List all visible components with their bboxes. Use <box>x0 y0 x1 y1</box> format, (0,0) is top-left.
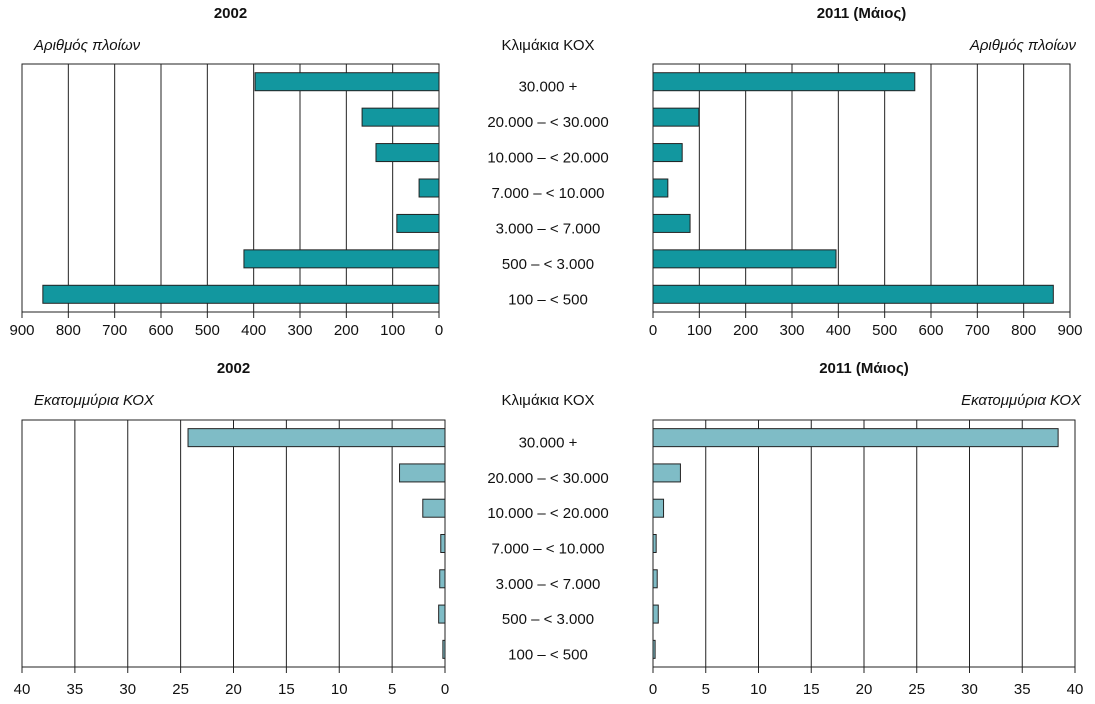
panel-title: 2011 (Μάιος) <box>819 360 909 377</box>
bar <box>652 534 657 553</box>
category-header: Κλιμάκια ΚΟΧ <box>501 392 594 409</box>
bar <box>652 107 700 127</box>
x-tick-label: 25 <box>908 681 925 698</box>
bar <box>375 143 440 163</box>
bar <box>652 284 1054 304</box>
category-label: 20.000 – < 30.000 <box>487 114 608 131</box>
x-tick-label: 30 <box>961 681 978 698</box>
bar <box>652 178 669 198</box>
x-tick-label: 5 <box>702 681 710 698</box>
x-tick-label: 40 <box>14 681 31 698</box>
x-tick-label: 35 <box>67 681 84 698</box>
bar <box>652 569 658 589</box>
bar <box>422 498 446 518</box>
axis-label: Εκατομμύρια ΚΟΧ <box>34 392 155 409</box>
x-tick-label: 500 <box>872 322 897 339</box>
bar <box>652 498 665 518</box>
x-tick-label: 30 <box>119 681 136 698</box>
bar <box>652 604 659 624</box>
x-tick-label: 900 <box>9 322 34 339</box>
x-tick-label: 900 <box>1057 322 1082 339</box>
x-tick-label: 100 <box>687 322 712 339</box>
panel-title: 2011 (Μάιος) <box>817 5 907 22</box>
bar <box>438 604 446 624</box>
x-tick-label: 10 <box>331 681 348 698</box>
category-label: 7.000 – < 10.000 <box>491 540 604 557</box>
x-tick-label: 40 <box>1067 681 1084 698</box>
x-tick-label: 0 <box>649 322 657 339</box>
x-tick-label: 300 <box>779 322 804 339</box>
x-tick-label: 35 <box>1014 681 1031 698</box>
bar <box>254 72 440 92</box>
x-tick-label: 10 <box>750 681 767 698</box>
category-label: 30.000 + <box>519 79 578 96</box>
x-tick-label: 200 <box>334 322 359 339</box>
bar <box>399 463 446 483</box>
x-tick-label: 300 <box>287 322 312 339</box>
x-tick-label: 400 <box>241 322 266 339</box>
x-tick-label: 15 <box>803 681 820 698</box>
category-label: 3.000 – < 7.000 <box>496 576 601 593</box>
plot-frame <box>21 63 440 313</box>
bar <box>42 284 440 304</box>
x-tick-label: 600 <box>918 322 943 339</box>
x-tick-label: 400 <box>826 322 851 339</box>
category-label: 20.000 – < 30.000 <box>487 470 608 487</box>
category-label: 10.000 – < 20.000 <box>487 150 608 167</box>
category-label: 3.000 – < 7.000 <box>496 220 601 237</box>
axis-label: Αριθμός πλοίων <box>33 37 141 54</box>
x-tick-label: 700 <box>965 322 990 339</box>
x-tick-label: 25 <box>172 681 189 698</box>
axis-label: Αριθμός πλοίων <box>969 37 1077 54</box>
x-tick-label: 5 <box>388 681 396 698</box>
bar <box>652 72 916 92</box>
x-tick-label: 500 <box>195 322 220 339</box>
category-label: 30.000 + <box>519 435 578 452</box>
bar <box>187 428 446 448</box>
bar <box>442 639 446 659</box>
bar <box>652 639 656 659</box>
x-tick-label: 700 <box>102 322 127 339</box>
x-tick-label: 800 <box>56 322 81 339</box>
x-tick-label: 800 <box>1011 322 1036 339</box>
category-header: Κλιμάκια ΚΟΧ <box>501 37 594 54</box>
bar <box>652 213 691 233</box>
category-label: 500 – < 3.000 <box>502 256 594 273</box>
x-tick-label: 20 <box>225 681 242 698</box>
panel-title: 2002 <box>217 360 250 377</box>
panel-title: 2002 <box>214 5 247 22</box>
bar <box>396 213 440 233</box>
bar <box>361 107 440 127</box>
axis-label: Εκατομμύρια ΚΟΧ <box>961 392 1082 409</box>
bar <box>652 143 683 163</box>
bar <box>652 428 1059 448</box>
plot-frame <box>652 63 1071 313</box>
category-label: 100 – < 500 <box>508 646 588 663</box>
x-tick-label: 15 <box>278 681 295 698</box>
bar <box>243 249 440 269</box>
x-tick-label: 20 <box>856 681 873 698</box>
bar <box>439 569 446 589</box>
x-tick-label: 0 <box>435 322 443 339</box>
category-label: 10.000 – < 20.000 <box>487 505 608 522</box>
x-tick-label: 200 <box>733 322 758 339</box>
bar <box>652 249 837 269</box>
x-tick-label: 600 <box>148 322 173 339</box>
x-tick-label: 0 <box>441 681 449 698</box>
bar <box>652 463 681 483</box>
bar <box>440 534 446 553</box>
category-label: 100 – < 500 <box>508 291 588 308</box>
category-label: 7.000 – < 10.000 <box>491 185 604 202</box>
category-label: 500 – < 3.000 <box>502 611 594 628</box>
bar <box>418 178 440 198</box>
x-tick-label: 100 <box>380 322 405 339</box>
x-tick-label: 0 <box>649 681 657 698</box>
